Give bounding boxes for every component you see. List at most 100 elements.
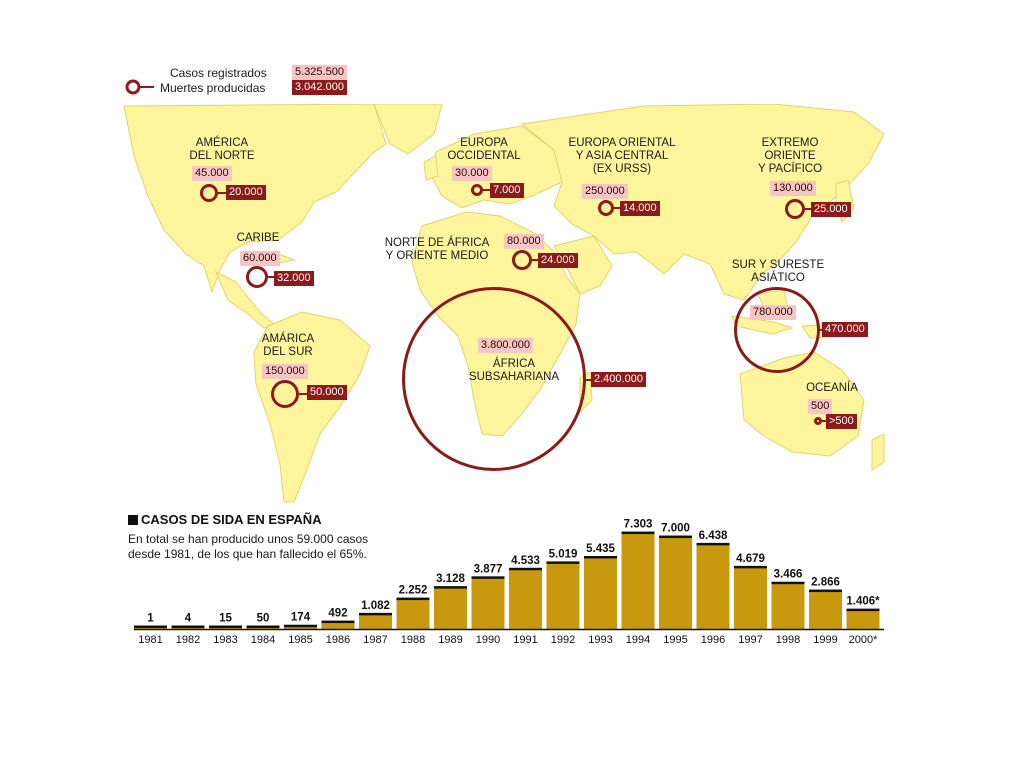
region-eastern-europe-cases: 250.000 — [582, 184, 628, 199]
x-tick-1997: 1997 — [738, 634, 762, 646]
region-far-east-deaths: 25.000 — [811, 202, 851, 217]
region-caribbean-leader — [268, 276, 276, 278]
data-label-1987: 1.082 — [361, 600, 390, 612]
region-caribbean-ring — [246, 266, 268, 288]
data-label-1983: 15 — [219, 613, 232, 625]
data-label-1991: 4.533 — [511, 555, 540, 567]
british-isles-landmass — [423, 155, 439, 181]
bar-1992 — [546, 563, 580, 629]
region-western-europe-leader — [483, 189, 493, 191]
region-north-america-deaths: 20.000 — [226, 185, 266, 200]
region-south-asia-cases: 780.000 — [750, 305, 796, 320]
x-tick-1992: 1992 — [551, 634, 575, 646]
x-tick-1989: 1989 — [438, 634, 462, 646]
bar-cap-1981 — [134, 625, 167, 628]
data-label-1997: 4.679 — [736, 553, 765, 565]
data-label-2000*: 1.406* — [846, 596, 880, 608]
bar-1989 — [434, 588, 467, 629]
data-label-1982: 4 — [185, 613, 192, 625]
region-western-europe-cases: 30.000 — [452, 166, 492, 181]
region-north-africa-name: NORTE DE ÁFRICA Y ORIENTE MEDIO — [384, 237, 490, 262]
bar-1990 — [471, 578, 505, 629]
data-label-1989: 3.128 — [436, 573, 465, 585]
x-tick-1986: 1986 — [326, 634, 350, 646]
region-south-america-name: AMÁRICA DEL SUR — [261, 333, 315, 358]
bar-cap-1986 — [321, 620, 355, 624]
bar-cap-1994 — [621, 531, 655, 535]
data-label-1986: 492 — [328, 608, 347, 620]
region-far-east-ring — [785, 199, 805, 219]
data-label-1985: 174 — [291, 612, 311, 624]
x-tick-1984: 1984 — [251, 634, 275, 646]
region-south-asia-ring — [734, 287, 820, 373]
data-label-1995: 7.000 — [661, 523, 690, 535]
region-north-africa-cases: 80.000 — [504, 234, 544, 249]
x-tick-1995: 1995 — [663, 634, 687, 646]
region-oceania-deaths: >500 — [826, 414, 857, 429]
x-tick-1991: 1991 — [513, 634, 537, 646]
x-tick-1981: 1981 — [138, 634, 162, 646]
region-south-asia-name: SUR Y SURESTE ASIÁTICO — [731, 259, 825, 284]
region-north-america-leader — [218, 192, 228, 194]
bar-1983 — [209, 627, 242, 629]
bar-1999 — [809, 591, 842, 629]
region-north-america-cases: 45.000 — [192, 166, 232, 181]
asia-landmass — [520, 104, 885, 301]
greenland-landmass — [373, 104, 443, 155]
bar-cap-1997 — [734, 565, 767, 569]
x-tick-2000*: 2000* — [849, 634, 878, 646]
bar-cap-1998 — [771, 581, 805, 585]
chart-title-text: CASOS DE SIDA EN ESPAÑA — [141, 512, 322, 527]
region-caribbean-deaths: 32.000 — [274, 271, 314, 286]
bar-cap-2000* — [846, 608, 880, 612]
x-tick-1988: 1988 — [401, 634, 425, 646]
region-caribbean-cases: 60.000 — [240, 251, 280, 266]
region-subsaharan-africa-leader — [584, 379, 592, 381]
bar-cap-1993 — [584, 555, 617, 559]
region-far-east-cases: 130.000 — [770, 181, 816, 196]
x-tick-1999: 1999 — [813, 634, 837, 646]
region-north-africa-deaths: 24.000 — [538, 253, 578, 268]
bar-1984 — [246, 627, 280, 629]
region-caribbean-name: CARIBE — [236, 232, 280, 244]
data-label-1988: 2.252 — [399, 585, 428, 597]
region-oceania-cases: 500 — [808, 399, 833, 414]
region-north-africa-leader — [532, 259, 540, 261]
bar-1998 — [771, 583, 805, 629]
data-label-1998: 3.466 — [774, 569, 803, 581]
region-far-east-leader — [805, 208, 813, 210]
bar-cap-1988 — [396, 597, 430, 601]
region-south-america-cases: 150.000 — [262, 364, 308, 379]
bar-cap-1999 — [809, 589, 842, 593]
bar-cap-1985 — [284, 624, 317, 628]
bar-cap-1991 — [509, 567, 542, 571]
region-subsaharan-africa-name: ÁFRICA SUBSAHARIANA — [468, 358, 560, 383]
region-eastern-europe-name: EUROPA ORIENTAL Y ASIA CENTRAL (EX URSS) — [568, 137, 676, 175]
data-label-1990: 3.877 — [474, 563, 503, 575]
region-north-america-name: AMÉRICA DEL NORTE — [189, 137, 255, 162]
data-label-1984: 50 — [257, 613, 270, 625]
x-tick-1996: 1996 — [701, 634, 725, 646]
data-label-1994: 7.303 — [624, 519, 653, 531]
x-tick-1982: 1982 — [176, 634, 200, 646]
data-label-1999: 2.866 — [811, 577, 840, 589]
bar-chart: 1 1981 4 1982 15 1983 50 1984 174 1985 492 1986 1.08… — [134, 519, 884, 646]
region-western-europe-name: EUROPA OCCIDENTAL — [447, 137, 521, 162]
chart-title: CASOS DE SIDA EN ESPAÑA — [128, 512, 322, 527]
region-oceania-leader — [822, 420, 828, 422]
x-tick-1990: 1990 — [476, 634, 500, 646]
x-tick-1983: 1983 — [213, 634, 237, 646]
bar-1996 — [696, 544, 730, 629]
x-tick-1987: 1987 — [363, 634, 387, 646]
new-zealand-landmass — [871, 433, 885, 471]
region-subsaharan-africa-deaths: 2.400.000 — [591, 372, 646, 387]
region-subsaharan-africa-cases: 3.800.000 — [478, 338, 533, 353]
legend-deaths-value: 3.042.000 — [292, 80, 347, 95]
region-eastern-europe-ring — [598, 200, 614, 216]
region-oceania-ring — [814, 417, 822, 425]
legend-registered-label: Casos registrados — [170, 66, 267, 80]
bar-cap-1989 — [434, 586, 467, 589]
bar-cap-1987 — [359, 612, 392, 616]
bar-1991 — [509, 569, 542, 629]
